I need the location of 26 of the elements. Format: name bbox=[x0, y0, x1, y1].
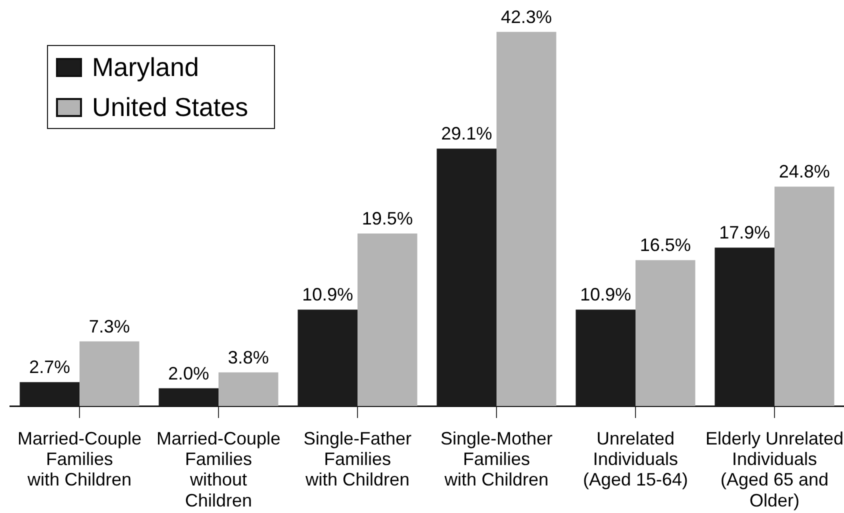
x-tick-label: Single-Father Families with Children bbox=[303, 428, 412, 490]
x-tick-label: Married-Couple Families without Children bbox=[156, 428, 281, 510]
data-label: 42.3% bbox=[500, 6, 552, 27]
data-label: 29.1% bbox=[441, 124, 492, 144]
legend-label: Maryland bbox=[92, 52, 199, 82]
data-label: 17.9% bbox=[719, 222, 770, 243]
bar bbox=[774, 186, 834, 406]
bar bbox=[636, 260, 696, 406]
x-tick-label: Single-Mother Families with Children bbox=[440, 428, 553, 490]
x-tick-label: Married-Couple Families with Children bbox=[17, 428, 142, 490]
data-label: 10.9% bbox=[302, 284, 354, 305]
bar bbox=[80, 341, 140, 406]
data-label: 3.8% bbox=[228, 347, 269, 368]
data-label: 24.8% bbox=[778, 162, 830, 182]
data-label: 19.5% bbox=[362, 208, 413, 228]
data-label: 10.9% bbox=[580, 284, 632, 305]
data-label: 7.3% bbox=[88, 316, 130, 336]
bar bbox=[218, 372, 278, 406]
data-label: 16.5% bbox=[640, 235, 691, 256]
data-label: 2.0% bbox=[168, 363, 210, 384]
legend-label: United States bbox=[92, 92, 248, 122]
data-label: 2.7% bbox=[29, 357, 70, 378]
bar bbox=[358, 234, 418, 406]
bar bbox=[496, 32, 556, 406]
x-tick-label: Elderly Unrelated Individuals (Aged 65 and Older) bbox=[705, 428, 844, 510]
x-tick-label: Unrelated Individuals (Aged 15-64) bbox=[582, 428, 688, 490]
